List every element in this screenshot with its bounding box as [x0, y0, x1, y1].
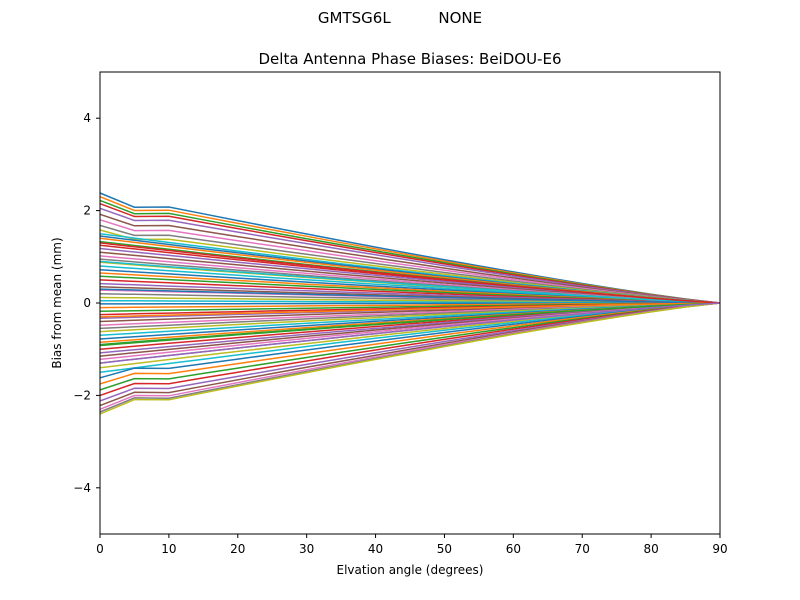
y-axis-label: Bias from mean (mm) — [50, 237, 64, 368]
series-lines — [99, 192, 721, 415]
series-line — [99, 242, 721, 304]
series-line — [99, 302, 721, 318]
x-tick-label: 90 — [712, 542, 727, 556]
x-tick-label: 0 — [96, 542, 104, 556]
x-tick-label: 60 — [506, 542, 521, 556]
y-tick-label: 4 — [83, 111, 91, 125]
y-tick-label: −4 — [73, 481, 91, 495]
chart-title: Delta Antenna Phase Biases: BeiDOU-E6 — [259, 50, 562, 68]
y-axis-ticks: −4 −2 0 2 4 — [73, 111, 100, 495]
x-tick-label: 10 — [161, 542, 176, 556]
series-line — [99, 207, 721, 304]
x-tick-label: 30 — [299, 542, 314, 556]
x-axis-label: Elvation angle (degrees) — [337, 563, 484, 577]
x-tick-label: 80 — [643, 542, 658, 556]
x-tick-label: 50 — [437, 542, 452, 556]
figure-suptitle: GMTSG6L NONE — [317, 9, 483, 27]
y-tick-label: −2 — [73, 388, 91, 402]
x-tick-label: 70 — [575, 542, 590, 556]
x-tick-label: 40 — [368, 542, 383, 556]
series-line — [99, 260, 721, 304]
y-tick-label: 0 — [83, 296, 91, 310]
series-line — [99, 288, 721, 304]
series-line — [99, 302, 721, 379]
x-axis-ticks: 0 10 20 30 40 50 60 70 80 90 — [96, 534, 728, 556]
series-line — [99, 302, 721, 415]
series-line — [99, 302, 721, 346]
x-tick-label: 20 — [230, 542, 245, 556]
y-tick-label: 2 — [83, 204, 91, 218]
series-line — [99, 302, 721, 385]
series-line — [99, 302, 721, 364]
